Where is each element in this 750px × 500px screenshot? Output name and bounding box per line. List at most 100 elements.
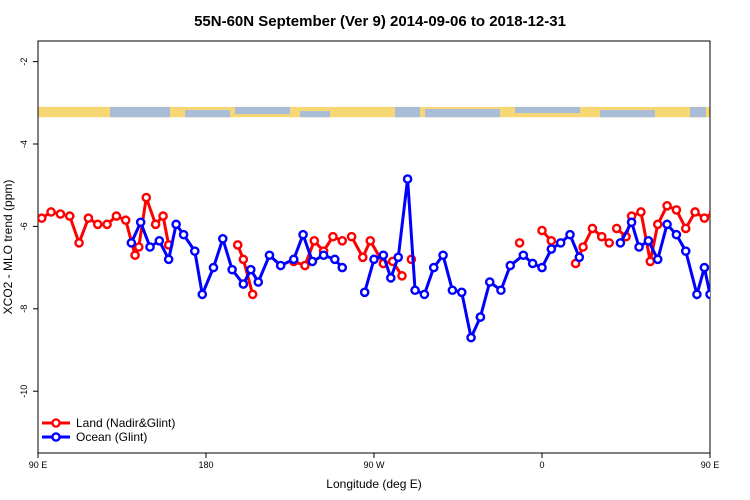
data-point xyxy=(133,242,144,252)
data-point xyxy=(645,256,656,267)
strip-ocean-patch xyxy=(600,110,655,118)
data-point xyxy=(546,236,557,246)
data-point xyxy=(611,223,622,234)
x-axis-label: Longitude (deg E) xyxy=(326,477,421,491)
legend-label: Land (Nadir&Glint) xyxy=(76,416,175,430)
data-point xyxy=(135,217,146,228)
strip-ocean-patch xyxy=(425,108,500,118)
data-point xyxy=(578,242,588,252)
data-point xyxy=(130,250,140,261)
data-point xyxy=(74,238,84,248)
strip-background xyxy=(38,106,710,118)
data-point xyxy=(46,207,56,217)
data-point xyxy=(378,250,389,261)
strip-ocean-patch xyxy=(395,106,420,118)
data-point xyxy=(329,254,340,265)
data-point xyxy=(514,238,525,248)
data-point xyxy=(300,260,310,271)
data-point xyxy=(690,207,700,217)
series-line xyxy=(619,218,710,301)
data-point xyxy=(626,217,637,228)
data-point xyxy=(680,223,691,234)
data-point xyxy=(574,252,585,263)
data-point xyxy=(337,262,348,273)
data-point xyxy=(719,210,726,217)
strip-ocean-patch xyxy=(110,106,170,118)
data-point xyxy=(537,262,547,273)
data-point xyxy=(428,262,439,273)
data-point xyxy=(555,238,566,248)
data-point xyxy=(102,219,112,230)
y-tick-label: -4 xyxy=(19,140,29,148)
data-point xyxy=(38,213,47,223)
data-point xyxy=(705,289,710,300)
data-point xyxy=(652,254,663,265)
strip-ocean-patch xyxy=(300,111,330,118)
data-point xyxy=(662,200,672,211)
data-point xyxy=(615,238,626,248)
data-point xyxy=(154,236,165,246)
y-axis-label: XCO2 - MLO trend (ppm) xyxy=(1,180,15,315)
x-tick-label: 180 xyxy=(198,460,213,470)
data-point xyxy=(83,213,94,223)
data-point xyxy=(565,229,575,240)
data-point xyxy=(328,231,338,242)
data-point xyxy=(699,262,710,273)
data-point xyxy=(402,174,413,184)
data-point xyxy=(680,246,691,256)
data-point xyxy=(740,239,747,246)
data-point xyxy=(456,287,467,298)
x-tick-label: 90 E xyxy=(29,460,48,470)
data-point xyxy=(253,277,264,287)
data-point xyxy=(178,229,189,240)
y-tick-label: -6 xyxy=(19,222,29,230)
series-layer xyxy=(38,174,747,343)
data-point xyxy=(141,192,152,203)
data-point xyxy=(120,215,131,226)
x-tick-label: 90 E xyxy=(701,460,720,470)
series-line xyxy=(478,232,581,318)
chart-title: 55N-60N September (Ver 9) 2014-09-06 to … xyxy=(194,13,566,30)
data-point xyxy=(64,211,75,221)
series-clip-group xyxy=(38,174,747,343)
y-tick-label: -8 xyxy=(19,305,29,313)
strip-ocean-patch xyxy=(185,110,230,118)
data-point xyxy=(111,211,122,221)
data-point xyxy=(527,258,538,269)
data-point xyxy=(275,260,286,271)
strip-ocean-patch xyxy=(690,106,706,118)
data-point xyxy=(385,273,396,283)
data-point xyxy=(288,254,299,265)
data-point xyxy=(158,211,168,221)
data-point xyxy=(652,219,663,230)
data-point xyxy=(245,264,256,275)
data-point xyxy=(397,271,407,281)
data-point xyxy=(505,260,516,271)
data-point xyxy=(163,254,174,265)
legend-swatch-marker xyxy=(51,432,61,442)
x-axis: 90 E 180 90 W 0 90 E xyxy=(29,453,720,470)
series-land xyxy=(38,192,747,300)
data-point xyxy=(393,252,404,263)
data-point xyxy=(346,231,357,242)
data-point xyxy=(671,229,682,240)
data-point xyxy=(369,254,379,265)
data-point xyxy=(298,229,308,240)
data-point xyxy=(587,223,598,234)
data-point xyxy=(365,236,376,246)
x-tick-label: 90 W xyxy=(363,460,385,470)
data-point xyxy=(662,219,672,230)
data-point xyxy=(729,213,736,220)
y-axis: -2 -4 -6 -8 -10 xyxy=(19,58,38,398)
legend-label: Ocean (Glint) xyxy=(76,430,147,444)
data-point xyxy=(238,279,249,289)
data-point xyxy=(318,250,329,261)
data-point xyxy=(496,285,506,296)
data-point xyxy=(475,312,486,322)
data-point xyxy=(150,219,161,230)
data-point xyxy=(337,236,348,246)
y-tick-label: -2 xyxy=(19,58,29,66)
data-point xyxy=(692,289,702,300)
data-point xyxy=(410,285,420,296)
data-point xyxy=(189,246,200,256)
